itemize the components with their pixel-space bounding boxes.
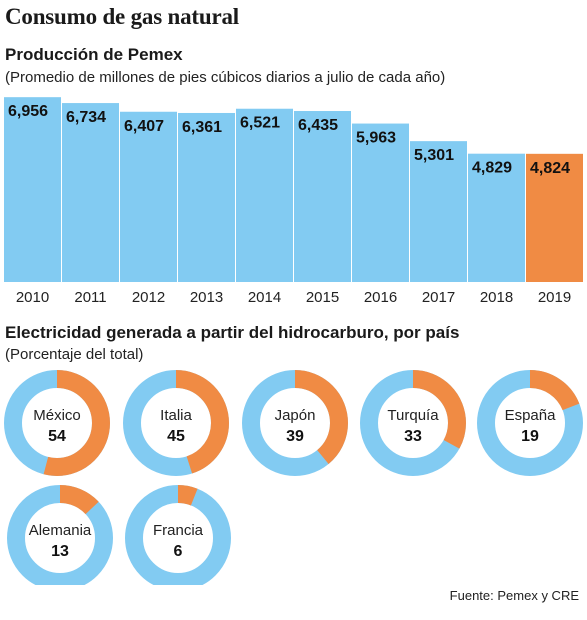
- bar-value-label: 4,829: [472, 160, 512, 177]
- production-bar-chart: 6,956 2010 6,734 2011 6,407 2012 6,361 2013 6,52…: [4, 97, 583, 306]
- x-tick-label: 2019: [538, 289, 571, 306]
- x-tick-label: 2010: [16, 289, 49, 306]
- donut-Italia: Italia 45: [123, 370, 229, 476]
- bar-2017: [410, 141, 467, 282]
- bar-value-label: 6,956: [8, 103, 48, 120]
- donut-country-label: Alemania: [29, 522, 92, 539]
- bar-2019: [526, 153, 583, 282]
- bar-chart-subtitle: (Promedio de millones de pies cúbicos di…: [5, 69, 446, 86]
- x-tick-label: 2015: [306, 289, 339, 306]
- bar-2010: [4, 97, 61, 282]
- donut-chart-title: Electricidad generada a partir del hidro…: [5, 323, 460, 342]
- donut-segment: [242, 370, 348, 476]
- donut-segment: [125, 485, 231, 585]
- x-tick-label: 2012: [132, 289, 165, 306]
- donut-value-label: 45: [167, 428, 185, 445]
- bar-value-label: 5,963: [356, 130, 396, 147]
- donut-country-label: Francia: [153, 522, 204, 539]
- x-tick-label: 2016: [364, 289, 397, 306]
- donut-Japón: Japón 39: [242, 370, 348, 476]
- bar-value-label: 6,361: [182, 119, 222, 136]
- page-title: Consumo de gas natural: [5, 4, 239, 29]
- x-tick-label: 2017: [422, 289, 455, 306]
- donut-country-label: Turquía: [387, 407, 439, 424]
- bar-value-label: 6,435: [298, 117, 338, 134]
- bar-2011: [62, 103, 119, 283]
- donut-value-label: 39: [286, 428, 304, 445]
- donut-Alemania: Alemania 13: [7, 485, 113, 585]
- donut-Turquía: Turquía 33: [360, 370, 466, 476]
- donut-segment: [360, 370, 466, 476]
- bar-value-label: 5,301: [414, 147, 454, 164]
- donut-segment: [123, 370, 229, 476]
- donut-country-label: España: [505, 407, 557, 424]
- x-tick-label: 2014: [248, 289, 281, 306]
- donut-value-label: 13: [51, 543, 69, 560]
- bar-2012: [120, 111, 177, 282]
- donut-value-label: 6: [174, 543, 183, 560]
- donut-España: España 19: [477, 370, 583, 476]
- x-tick-label: 2011: [74, 289, 106, 306]
- donut-value-label: 19: [521, 428, 539, 445]
- donut-chart-subtitle: (Porcentaje del total): [5, 346, 144, 363]
- donut-country-label: Japón: [275, 407, 316, 424]
- donut-México: México 54: [4, 370, 110, 476]
- bar-2016: [352, 123, 409, 283]
- x-tick-label: 2018: [480, 289, 513, 306]
- source-note: Fuente: Pemex y CRE: [449, 588, 579, 603]
- bar-chart-title: Producción de Pemex: [5, 45, 183, 64]
- donut-value-label: 33: [404, 428, 422, 445]
- bar-value-label: 6,521: [240, 115, 280, 132]
- bar-value-label: 6,734: [66, 109, 106, 126]
- bar-2015: [294, 111, 351, 283]
- donut-segment: [477, 370, 583, 476]
- donut-segment: [4, 370, 110, 476]
- donut-Francia: Francia 6: [125, 485, 231, 585]
- electricity-donut-charts: México 54 Italia 45 Japón 39 Turquía 33 España 19…: [4, 370, 583, 585]
- donut-segment: [7, 485, 113, 585]
- x-tick-label: 2013: [190, 289, 223, 306]
- bar-2018: [468, 153, 525, 282]
- bar-value-label: 4,824: [530, 160, 570, 177]
- bar-2013: [178, 112, 235, 282]
- bar-2014: [236, 108, 293, 282]
- donut-country-label: Italia: [160, 407, 192, 424]
- bar-value-label: 6,407: [124, 118, 164, 135]
- donut-value-label: 54: [48, 428, 66, 445]
- donut-country-label: México: [33, 407, 81, 424]
